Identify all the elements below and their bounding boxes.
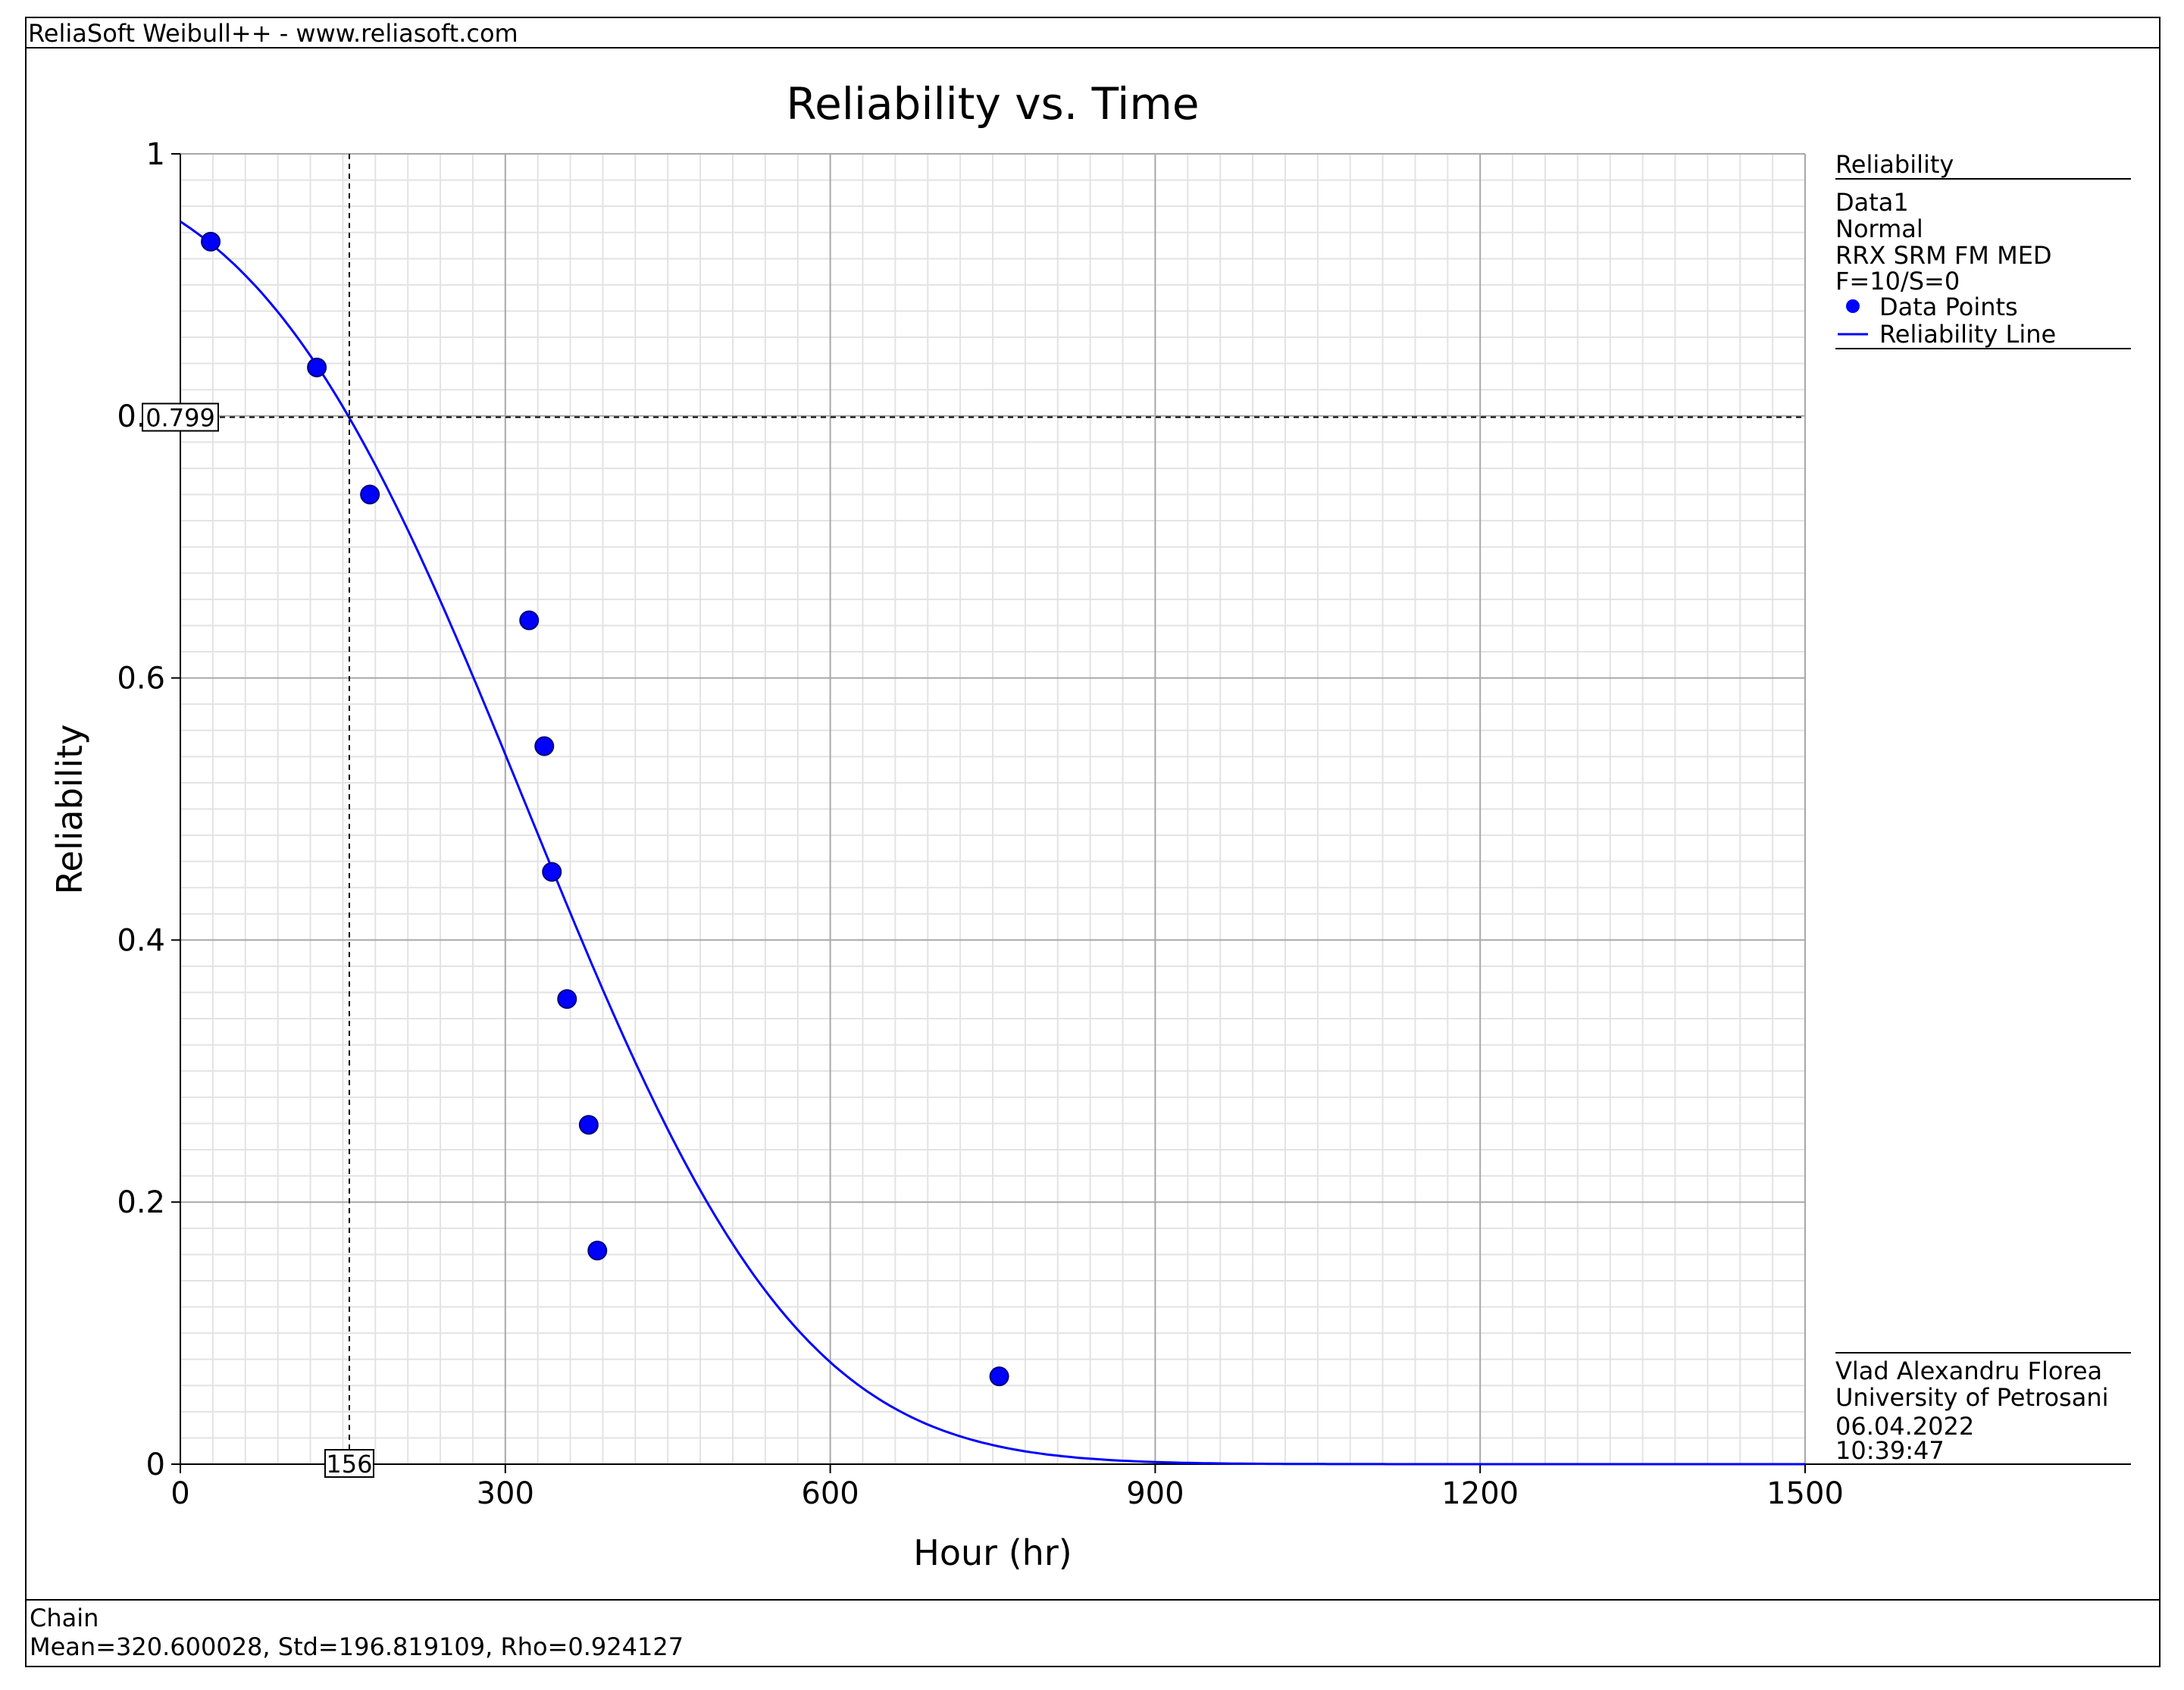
data-point: [557, 989, 577, 1009]
chart-title: Reliability vs. Time: [786, 78, 1199, 130]
footer-statistics: Mean=320.600028, Std=196.819109, Rho=0.9…: [30, 1632, 684, 1661]
data-point: [201, 231, 221, 252]
x-tick-label: 0: [171, 1476, 189, 1511]
legend-distribution: Normal: [1835, 214, 1923, 243]
title-divider: [25, 47, 2161, 49]
data-point: [534, 736, 555, 756]
data-point: [989, 1366, 1009, 1387]
info-author: Vlad Alexandru Florea: [1835, 1357, 2102, 1385]
x-axis-label: Hour (hr): [913, 1532, 1072, 1573]
curve-layer: [180, 221, 1805, 1466]
legend-entry-reliability-line: Reliability Line: [1879, 320, 2056, 349]
footer-chain-label: Chain: [30, 1604, 99, 1632]
footer-divider: [25, 1599, 2161, 1601]
app-title: ReliaSoft Weibull++ - www.reliasoft.com: [28, 19, 518, 48]
x-tick-label: 300: [477, 1476, 534, 1511]
info-date: 06.04.2022: [1835, 1412, 1974, 1441]
crosshair-x-label-box: [324, 1449, 374, 1478]
crosshair-y-label: 0.799: [145, 404, 215, 433]
data-point: [519, 610, 540, 631]
legend-entry-data-points: Data Points: [1879, 293, 2018, 321]
info-time: 10:39:47: [1835, 1436, 1945, 1465]
x-tick-label: 1500: [1766, 1476, 1844, 1511]
x-tick-label: 900: [1126, 1476, 1184, 1511]
crosshair-y-label-box: [142, 402, 219, 432]
data-point: [587, 1241, 608, 1261]
y-tick-label: 0.2: [117, 1185, 165, 1220]
data-point: [542, 862, 562, 882]
y-axis-label: Reliability: [49, 725, 90, 895]
x-tick-label: 600: [801, 1476, 859, 1511]
author-info: Vlad Alexandru Florea University of Petr…: [1835, 1352, 2131, 1465]
data-point: [360, 484, 380, 505]
x-tick-label: 1200: [1441, 1476, 1519, 1511]
reliability-line: [180, 221, 1805, 1466]
grid-layer: [180, 153, 1806, 1465]
legend: Reliability Data1 Normal RRX SRM FM MED …: [1835, 150, 2131, 349]
y-tick-label: 1: [146, 137, 165, 172]
y-tick-label: 0.4: [117, 923, 165, 958]
legend-header: Reliability: [1835, 150, 1954, 179]
legend-sample-counts: F=10/S=0: [1835, 267, 1960, 296]
info-organization: University of Petrosani: [1835, 1383, 2108, 1412]
crosshair-layer: 0.799 156: [142, 154, 1805, 1479]
crosshair-x-label: 156: [326, 1450, 372, 1479]
points-layer: [201, 231, 1009, 1387]
legend-data-points-marker: [1846, 299, 1860, 313]
legend-dataset-name: Data1: [1835, 188, 1909, 217]
data-point: [307, 357, 327, 377]
chart-window-frame: [25, 17, 2161, 1667]
y-tick-label: 0: [146, 1447, 165, 1482]
legend-method: RRX SRM FM MED: [1835, 241, 2052, 270]
y-tick-label: 0.6: [117, 662, 165, 696]
data-point: [578, 1115, 599, 1135]
